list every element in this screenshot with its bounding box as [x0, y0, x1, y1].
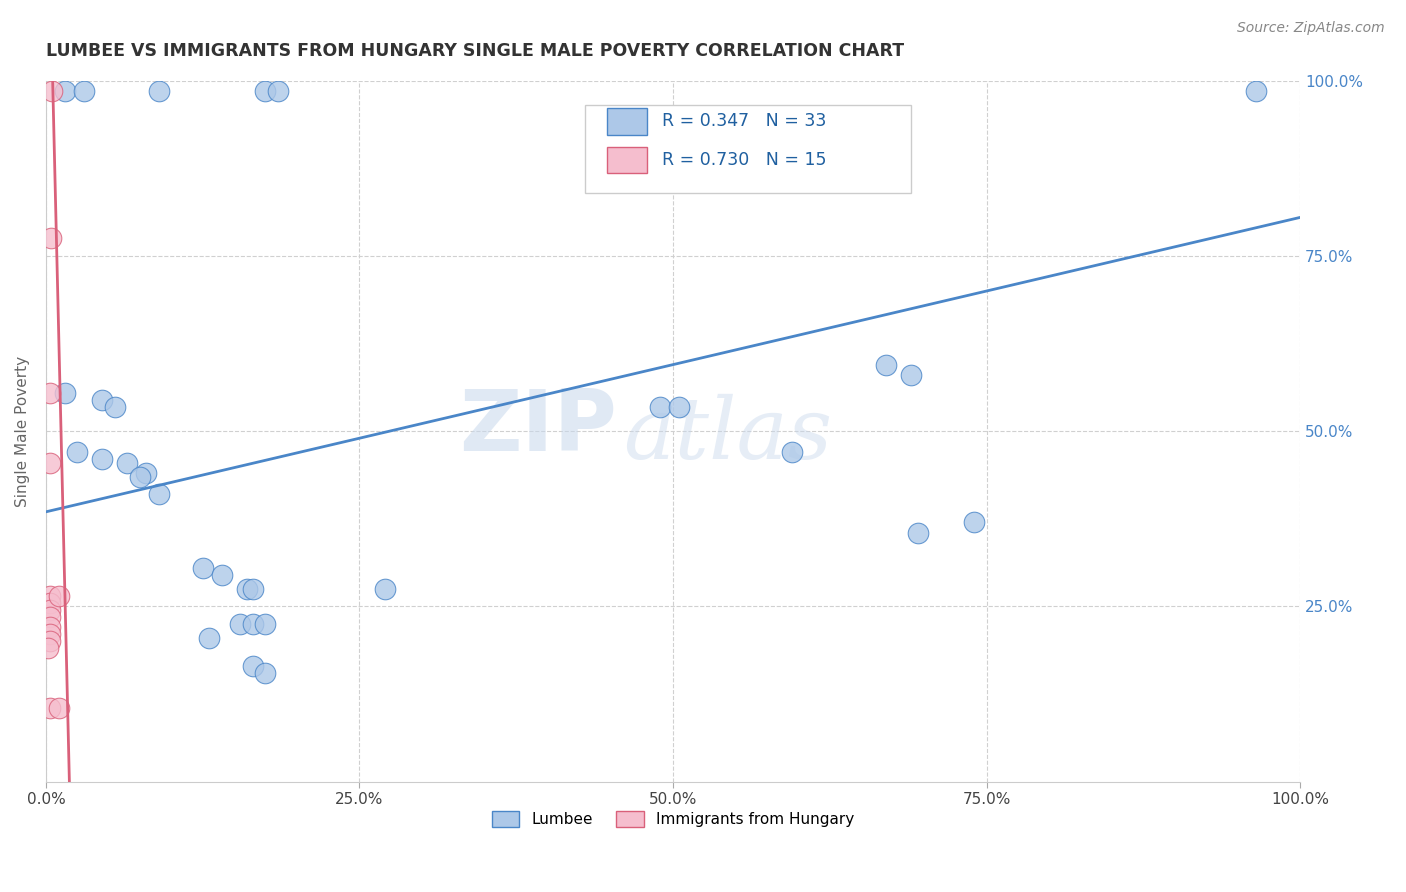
Point: [254, 617, 277, 632]
Point: [900, 368, 922, 383]
Legend: Lumbee, Immigrants from Hungary: Lumbee, Immigrants from Hungary: [486, 805, 860, 834]
Point: [129, 469, 152, 483]
Point: [91, 452, 114, 467]
Point: [53, 385, 76, 400]
Point: [148, 487, 170, 501]
Text: LUMBEE VS IMMIGRANTS FROM HUNGARY SINGLE MALE POVERTY CORRELATION CHART: LUMBEE VS IMMIGRANTS FROM HUNGARY SINGLE…: [46, 42, 904, 60]
Point: [668, 400, 690, 414]
Point: [963, 516, 986, 530]
Point: [242, 659, 264, 673]
Bar: [606, 108, 647, 135]
Text: atlas: atlas: [623, 393, 832, 476]
Point: [254, 84, 277, 98]
Point: [242, 617, 264, 632]
Point: [38, 456, 60, 470]
Point: [1244, 84, 1267, 98]
Point: [198, 631, 221, 645]
Point: [91, 392, 114, 407]
Point: [38, 627, 60, 641]
Text: Source: ZipAtlas.com: Source: ZipAtlas.com: [1237, 21, 1385, 36]
Point: [66, 445, 89, 459]
Point: [117, 456, 139, 470]
Point: [907, 525, 929, 540]
Point: [38, 589, 60, 603]
Text: R = 0.730   N = 15: R = 0.730 N = 15: [662, 151, 827, 169]
Point: [104, 400, 127, 414]
Point: [267, 84, 290, 98]
Point: [48, 589, 70, 603]
Point: [229, 617, 252, 632]
Point: [211, 567, 233, 582]
Point: [38, 610, 60, 624]
Bar: [606, 146, 647, 173]
Point: [875, 358, 897, 372]
Y-axis label: Single Male Poverty: Single Male Poverty: [15, 356, 30, 507]
Point: [53, 84, 76, 98]
Point: [37, 641, 59, 656]
Point: [48, 701, 70, 715]
Point: [254, 666, 277, 681]
Point: [38, 603, 60, 617]
Point: [38, 620, 60, 634]
Text: ZIP: ZIP: [458, 386, 617, 469]
Point: [38, 701, 60, 715]
Point: [135, 467, 157, 481]
Point: [38, 596, 60, 610]
Text: R = 0.347   N = 33: R = 0.347 N = 33: [662, 112, 827, 130]
Point: [650, 400, 672, 414]
Point: [38, 385, 60, 400]
Point: [242, 582, 264, 596]
Point: [374, 582, 396, 596]
Point: [38, 634, 60, 648]
Point: [191, 561, 214, 575]
Point: [235, 582, 257, 596]
FancyBboxPatch shape: [585, 105, 911, 193]
Point: [148, 84, 170, 98]
Point: [780, 445, 803, 459]
Point: [72, 84, 94, 98]
Point: [39, 231, 62, 245]
Point: [41, 84, 63, 98]
